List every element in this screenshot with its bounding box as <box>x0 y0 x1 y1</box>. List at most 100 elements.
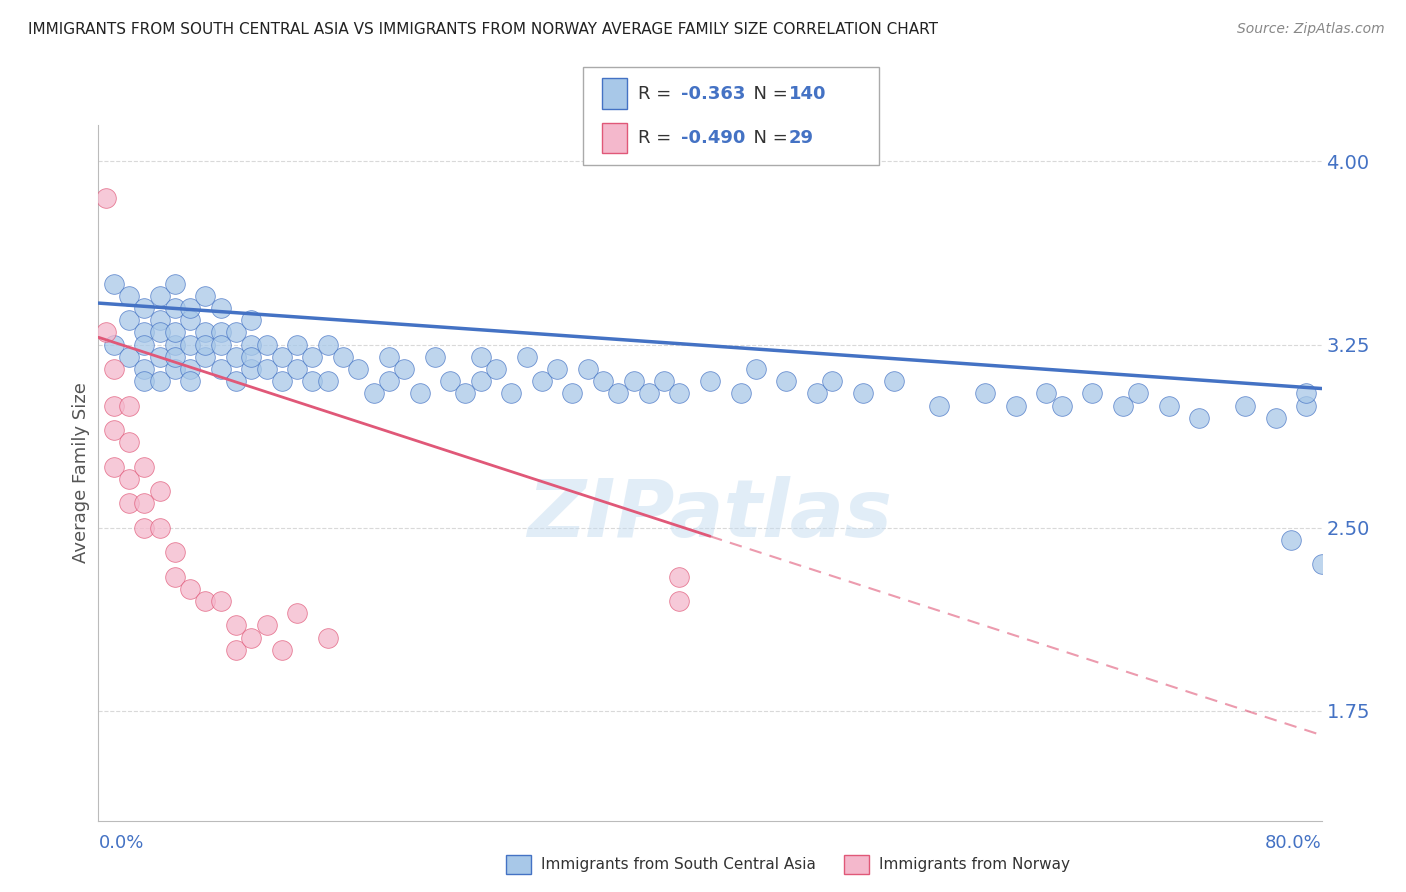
Point <box>240 313 263 327</box>
Point <box>134 337 156 351</box>
Point <box>775 374 797 388</box>
Point <box>209 326 232 340</box>
Point <box>285 606 308 620</box>
Point <box>163 326 186 340</box>
Text: 0.0%: 0.0% <box>98 834 143 852</box>
Point <box>94 326 117 340</box>
Point <box>546 362 568 376</box>
Point <box>209 594 232 608</box>
Point <box>730 386 752 401</box>
Point <box>225 618 247 632</box>
Point <box>163 362 186 376</box>
Point <box>1264 410 1286 425</box>
Point <box>179 337 201 351</box>
Point <box>530 374 553 388</box>
Point <box>316 631 339 645</box>
Point <box>103 277 125 291</box>
Point <box>118 472 141 486</box>
Point <box>745 362 768 376</box>
Point <box>103 423 125 437</box>
Point <box>118 350 141 364</box>
Point <box>134 362 156 376</box>
Point <box>225 350 247 364</box>
Point <box>149 521 172 535</box>
Point <box>316 337 339 351</box>
Point <box>103 362 125 376</box>
Point <box>516 350 538 364</box>
Point <box>852 386 875 401</box>
Point <box>225 642 247 657</box>
Point <box>179 362 201 376</box>
Text: Immigrants from South Central Asia: Immigrants from South Central Asia <box>541 857 817 871</box>
Point <box>149 374 172 388</box>
Text: R =: R = <box>638 85 678 103</box>
Point <box>363 386 385 401</box>
Point <box>194 337 217 351</box>
Point <box>118 313 141 327</box>
Text: -0.490: -0.490 <box>681 129 745 147</box>
Point <box>974 386 997 401</box>
Point <box>163 350 186 364</box>
Point <box>454 386 477 401</box>
Point <box>240 337 263 351</box>
Point <box>256 337 278 351</box>
Point <box>821 374 844 388</box>
Point <box>423 350 446 364</box>
Point <box>194 326 217 340</box>
Point <box>179 313 201 327</box>
Point <box>149 313 172 327</box>
Point <box>149 289 172 303</box>
Point <box>301 374 323 388</box>
Point <box>1279 533 1302 547</box>
Point <box>270 350 292 364</box>
Point <box>103 459 125 474</box>
Point <box>347 362 370 376</box>
Text: Source: ZipAtlas.com: Source: ZipAtlas.com <box>1237 22 1385 37</box>
Point <box>240 362 263 376</box>
Point <box>637 386 661 401</box>
Y-axis label: Average Family Size: Average Family Size <box>72 383 90 563</box>
Point <box>316 374 339 388</box>
Text: IMMIGRANTS FROM SOUTH CENTRAL ASIA VS IMMIGRANTS FROM NORWAY AVERAGE FAMILY SIZE: IMMIGRANTS FROM SOUTH CENTRAL ASIA VS IM… <box>28 22 938 37</box>
Point <box>209 337 232 351</box>
Point <box>1112 399 1135 413</box>
Point <box>256 618 278 632</box>
Point <box>1295 399 1317 413</box>
Point <box>285 337 308 351</box>
Text: N =: N = <box>742 85 794 103</box>
Point <box>118 435 141 450</box>
Point <box>408 386 430 401</box>
Point <box>270 374 292 388</box>
Point <box>301 350 323 364</box>
Text: 80.0%: 80.0% <box>1265 834 1322 852</box>
Point <box>1310 558 1333 572</box>
Point <box>225 326 247 340</box>
Point <box>149 350 172 364</box>
Text: 29: 29 <box>789 129 814 147</box>
Point <box>179 374 201 388</box>
Point <box>470 350 492 364</box>
Point <box>592 374 614 388</box>
Point <box>103 399 125 413</box>
Point <box>883 374 905 388</box>
Point <box>194 594 217 608</box>
Point <box>928 399 950 413</box>
Point <box>699 374 721 388</box>
Point <box>134 374 156 388</box>
Point <box>668 386 690 401</box>
Text: ZIPatlas: ZIPatlas <box>527 475 893 554</box>
Point <box>240 631 263 645</box>
Point <box>118 289 141 303</box>
Point <box>163 301 186 315</box>
Point <box>1128 386 1150 401</box>
Point <box>1295 386 1317 401</box>
Point <box>149 326 172 340</box>
Point <box>256 362 278 376</box>
Point <box>1050 399 1073 413</box>
Point <box>576 362 599 376</box>
Point <box>134 496 156 510</box>
Point <box>134 459 156 474</box>
Point <box>209 301 232 315</box>
Point <box>1234 399 1257 413</box>
Text: -0.363: -0.363 <box>681 85 745 103</box>
